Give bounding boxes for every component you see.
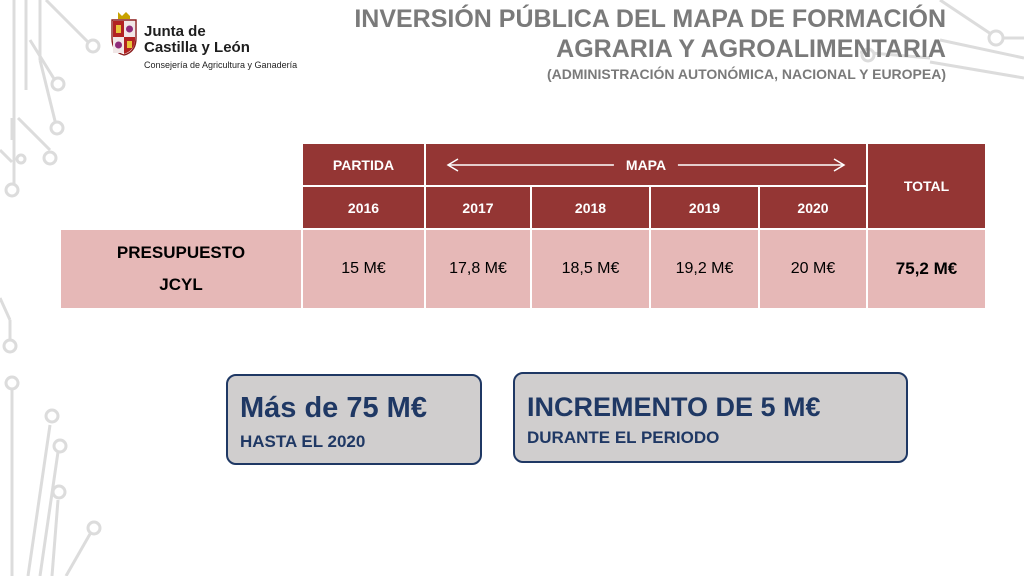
header-mapa: MAPA [425,143,867,186]
row-label-line2: JCYL [159,275,203,294]
empty-cell [60,186,302,229]
header-mapa-label: MAPA [613,156,679,173]
table-header-row: PARTIDA MAPA TOTAL [60,143,986,229]
logo-text-line2: Castilla y León [144,39,250,56]
logo-subtitle: Consejería de Agricultura y Ganadería [144,60,298,70]
year-2017: 2017 [425,186,531,229]
header-total: TOTAL [867,143,986,229]
year-2018: 2018 [531,186,650,229]
coat-of-arms-icon [111,12,137,56]
slide-title: INVERSIÓN PÚBLICA DEL MAPA DE FORMACIÓN … [354,4,946,84]
summary-box-increment-subtitle: DURANTE EL PERIODO [527,428,720,447]
value-2016: 15 M€ [302,229,425,309]
title-line-1: INVERSIÓN PÚBLICA DEL MAPA DE FORMACIÓN [354,5,946,33]
summary-box-increment: INCREMENTO DE 5 M€ DURANTE EL PERIODO [513,372,908,463]
row-label: PRESUPUESTO JCYL [60,229,302,309]
value-2018: 18,5 M€ [531,229,650,309]
budget-table: PARTIDA MAPA TOTAL 2016 2017 2018 2019 2… [60,143,986,309]
empty-cell [60,143,302,186]
value-2019: 19,2 M€ [650,229,759,309]
logo-text-line1: Junta de [144,23,206,40]
table-years-row: 2016 2017 2018 2019 2020 [60,186,986,229]
year-2016: 2016 [302,186,425,229]
row-label-line1: PRESUPUESTO [116,243,246,262]
header-partida: PARTIDA [302,143,425,186]
summary-box-total-subtitle: HASTA EL 2020 [240,432,366,451]
value-2017: 17,8 M€ [425,229,531,309]
year-2019: 2019 [650,186,759,229]
logo: Junta de Castilla y León Consejería de A… [108,8,308,72]
title-subtitle: (ADMINISTRACIÓN AUTONÓMICA, NACIONAL Y E… [546,66,946,82]
summary-box-total: Más de 75 M€ HASTA EL 2020 [226,374,482,465]
table-row: PRESUPUESTO JCYL 15 M€ 17,8 M€ 18,5 M€ 1… [60,229,986,309]
total-value: 75,2 M€ [867,229,986,309]
value-2020: 20 M€ [759,229,867,309]
year-2020: 2020 [759,186,867,229]
summary-box-total-title: Más de 75 M€ [240,392,427,424]
title-line-2: AGRARIA Y AGROALIMENTARIA [556,35,946,63]
summary-box-increment-title: INCREMENTO DE 5 M€ [527,392,821,422]
